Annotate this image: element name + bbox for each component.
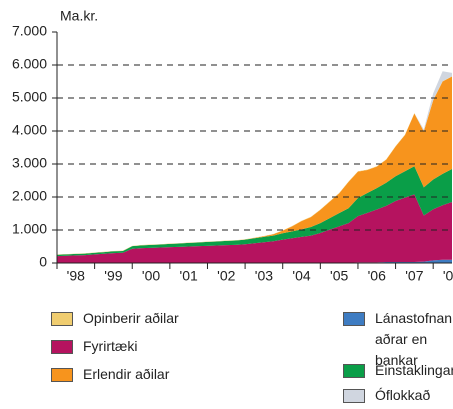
legend-label: Óflokkað [375,387,431,403]
y-tick-label: 1.000 [12,221,47,237]
legend-item: Einstaklingar [343,360,453,381]
y-tick-label: 3.000 [12,155,47,171]
plot: Ma.kr. 0 1.000 2.000 3.000 4.000 5.000 6.000 7.… [12,8,453,284]
legend-item: Óflokkað [343,385,453,406]
x-tick-label: '05 [330,268,348,284]
legend-swatch [51,368,73,382]
y-tick-label: 7.000 [12,23,47,39]
x-tick-label: '98 [67,268,85,284]
legend-label: Erlendir aðilar [83,366,170,382]
y-tick-label: 5.000 [12,89,47,105]
x-tick-label: '04 [292,268,310,284]
x-tick-label: '03 [255,268,273,284]
legend-swatch [343,364,365,378]
legend-swatch [343,389,365,403]
y-tick-label: 4.000 [12,122,47,138]
x-tick-label: '01 [180,268,198,284]
area [57,166,452,257]
legend-item: Erlendir aðilar [51,364,261,385]
legend-item: Fyrirtæki [51,336,261,357]
legend-label: Opinberir aðilar [83,310,179,326]
legend-label: Lánastofnanir aðrar en bankar [375,310,453,368]
y-axis-label: Ma.kr. [60,8,98,24]
y-tick-label: 2.000 [12,188,47,204]
x-tick-label: '02 [217,268,235,284]
x-tick-label: '00 [142,268,160,284]
x-tick-label: '06 [368,268,386,284]
x-tick-label: '08 [443,268,453,284]
x-tick-label: '99 [104,268,122,284]
legend-item: Opinberir aðilar [51,308,261,329]
area [57,194,452,263]
legend-label: Einstaklingar [375,362,453,378]
legend-swatch [51,312,73,326]
legend-item: Lánastofnanir aðrar en bankar [343,308,453,371]
legend-swatch [51,340,73,354]
x-tick-label: '07 [405,268,423,284]
y-tick-label: 6.000 [12,56,47,72]
legend-label: Fyrirtæki [83,338,138,354]
legend-swatch [343,312,365,326]
y-tick-label: 0 [39,254,47,270]
